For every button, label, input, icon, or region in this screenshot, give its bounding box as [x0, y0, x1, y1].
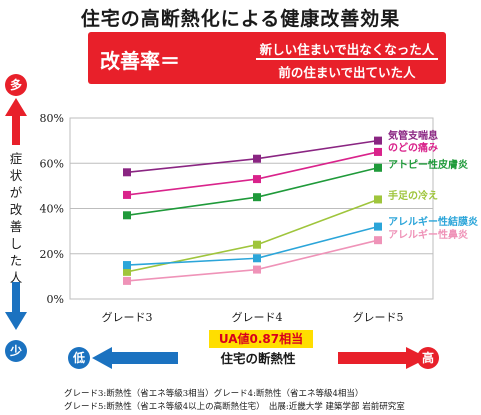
insulation-arrow — [92, 347, 428, 369]
data-point — [253, 254, 261, 263]
formula-denominator: 前の住まいで出ていた人 — [278, 65, 416, 80]
series-label: アトピー性皮膚炎 — [388, 158, 468, 171]
series-label: アレルギー性鼻炎 — [388, 228, 468, 241]
page-title: 住宅の高断熱化による健康改善効果 — [80, 8, 401, 30]
ua-value-badge: UA値0.87相当 — [209, 330, 313, 348]
data-point — [253, 175, 261, 184]
formula-label: 改善率＝ — [100, 49, 180, 73]
formula-numerator: 新しい住まいで出なくなった人 — [259, 42, 435, 57]
series-label: のどの痛み — [388, 141, 438, 154]
data-point — [123, 276, 131, 285]
data-point — [123, 261, 131, 270]
series-label: 気管支喘息 — [387, 129, 438, 142]
data-point — [253, 265, 261, 274]
x-tick-label: グレード5 — [353, 310, 404, 324]
footnote-1: グレード3:断熱性（省エネ等級3相当）グレード4:断熱性（省エネ等級4相当） — [64, 389, 364, 399]
data-point — [374, 236, 382, 245]
high-indicator: 高 — [417, 347, 439, 369]
y-tick-label: 80% — [40, 112, 64, 125]
data-point — [374, 147, 382, 156]
series-label: アレルギー性結膜炎 — [388, 215, 478, 228]
footnote-2: グレード5:断熱性（省エネ等級4以上の高断熱住宅） 出展:近畿大学 建築学部 岩… — [64, 402, 405, 412]
insulation-label: 住宅の断熱性 — [220, 351, 296, 366]
low-indicator: 低 — [68, 347, 90, 369]
data-point — [253, 240, 261, 249]
y-tick-label: 60% — [40, 157, 64, 170]
many-indicator: 多 — [5, 74, 27, 96]
data-point — [123, 267, 131, 276]
data-point — [253, 193, 261, 202]
data-point — [374, 195, 382, 204]
data-point — [123, 211, 131, 220]
series-line — [126, 139, 379, 174]
chart-axes: 0% 20% 40% 60% 80% グレード3 グレード4 グレード5 — [40, 112, 434, 324]
right-arrow-icon — [338, 347, 428, 369]
series-label: 手足の冷え — [388, 189, 438, 202]
data-point — [374, 163, 382, 172]
up-arrow-icon — [5, 98, 27, 145]
down-arrow-icon — [5, 282, 27, 330]
x-tick-label: グレード3 — [102, 310, 153, 324]
data-point — [123, 168, 131, 177]
vertical-scale-arrow — [5, 98, 27, 330]
y-tick-label: 20% — [40, 248, 64, 261]
y-tick-label: 40% — [40, 203, 64, 216]
x-tick-label: グレード4 — [232, 310, 283, 324]
data-point — [123, 190, 131, 199]
series-line — [126, 151, 379, 196]
fraction-bar — [256, 58, 438, 60]
data-point — [253, 154, 261, 163]
few-indicator: 少 — [5, 340, 27, 362]
y-axis-description: 症状が改善した人 — [9, 151, 23, 285]
y-tick-label: 0% — [47, 293, 64, 306]
left-arrow-icon — [92, 347, 178, 369]
improvement-rate-formula: 改善率＝ 新しい住まいで出なくなった人 前の住まいで出ていた人 — [88, 32, 446, 84]
data-point — [374, 222, 382, 231]
data-point — [374, 136, 382, 145]
